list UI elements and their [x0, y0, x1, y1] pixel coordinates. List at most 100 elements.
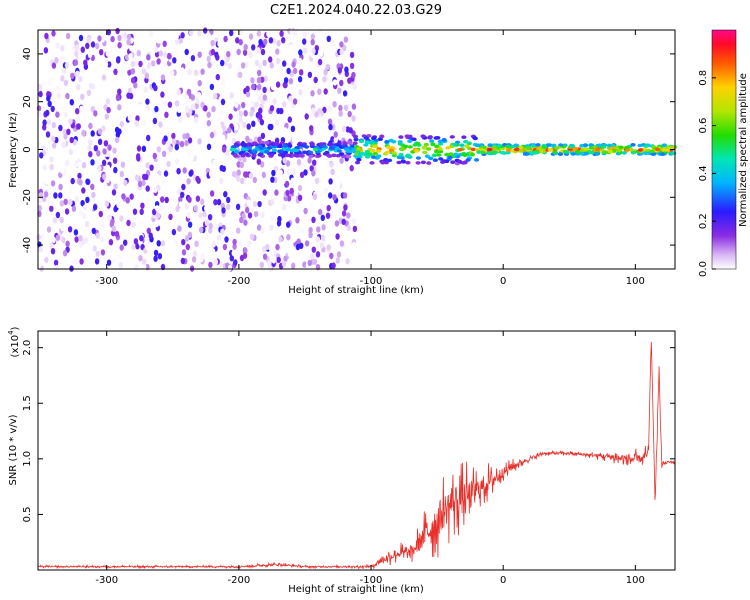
- spectrogram-cell: [190, 94, 195, 101]
- colorbar-gradient: [711, 29, 737, 270]
- spectrogram-cell: [307, 259, 312, 267]
- spectrogram-cell: [258, 194, 263, 202]
- spectrogram-cell: [103, 61, 109, 68]
- spectrogram-cell: [37, 197, 42, 204]
- spectrogram-cell: [289, 187, 294, 195]
- spectrogram-cell: [373, 144, 379, 148]
- colorbar-tick-label: 0.2: [698, 213, 709, 229]
- spectrogram-cell: [298, 49, 303, 56]
- spectrogram-cell: [328, 178, 333, 185]
- spectrogram-cell: [49, 205, 54, 212]
- spectrogram-cell: [70, 177, 75, 185]
- spectrogram-cell: [233, 259, 238, 266]
- spectrogram-cell: [320, 234, 326, 241]
- spectrogram-cell: [71, 205, 77, 212]
- spectrogram-cell: [398, 135, 404, 139]
- spectrogram-cell: [253, 253, 258, 260]
- spectrogram-cell: [331, 153, 337, 158]
- spectrogram-cell: [185, 132, 190, 140]
- spectrogram-cell: [290, 149, 296, 153]
- snr-multiplier-exponent: 4: [7, 330, 15, 335]
- spectrogram-cell: [251, 206, 257, 213]
- spectrogram-cell: [148, 30, 154, 38]
- spectrogram-cell: [304, 240, 310, 247]
- spectrogram-cell: [73, 59, 79, 66]
- spectrogram-cell: [131, 221, 136, 228]
- x-tick-label: 100: [626, 575, 645, 586]
- spectrogram-cell: [61, 236, 66, 244]
- spectrogram-cell: [282, 204, 287, 211]
- spectrogram-cell: [294, 146, 300, 150]
- spectrogram-cell: [175, 38, 180, 45]
- spectrogram-cell: [264, 149, 270, 154]
- spectrogram-cell: [308, 187, 314, 194]
- spectrogram-cell: [220, 228, 225, 235]
- spectrogram-cell: [49, 259, 54, 266]
- spectrogram-cell: [193, 116, 199, 124]
- spectrogram-cell: [51, 121, 56, 129]
- spectrogram-cell: [437, 139, 443, 144]
- spectrogram-cell: [372, 141, 378, 145]
- spectrogram-cell: [283, 127, 288, 134]
- spectrogram-cell: [552, 150, 558, 154]
- spectrogram-cell: [363, 143, 369, 147]
- spectrogram-cell: [397, 140, 403, 144]
- spectrogram-cell: [171, 228, 177, 236]
- spectrogram-cell: [46, 95, 51, 102]
- spectrogram-x-ticks: -300 -200 -100 0 100: [95, 30, 645, 287]
- spectrogram-cell: [59, 167, 65, 174]
- spectrogram-cell: [258, 113, 263, 121]
- spectrogram-cell: [161, 150, 167, 157]
- spectrogram-cell: [85, 106, 90, 113]
- spectrogram-cell: [438, 157, 444, 161]
- spectrogram-cell: [56, 92, 61, 100]
- spectrogram-cell: [40, 233, 45, 240]
- spectrogram-cell: [65, 159, 70, 167]
- spectrogram-cell: [307, 217, 312, 224]
- spectrogram-cell: [310, 39, 315, 46]
- spectrogram-cell: [338, 104, 343, 112]
- spectrogram-cell: [670, 151, 676, 155]
- spectrogram-cell: [302, 90, 308, 98]
- spectrogram-cell: [236, 175, 241, 183]
- spectrogram-cell: [195, 175, 200, 183]
- spectrogram-cell: [296, 238, 301, 245]
- spectrogram-cell: [595, 152, 601, 156]
- spectrogram-cell: [176, 168, 181, 175]
- spectrogram-cell: [53, 192, 58, 199]
- spectrogram-cell: [114, 136, 120, 144]
- spectrogram-cell: [252, 201, 258, 208]
- spectrogram-cell: [159, 204, 164, 211]
- spectrogram-cell: [209, 83, 215, 91]
- spectrogram-cell: [126, 39, 131, 46]
- spectrogram-cell: [51, 62, 57, 69]
- spectrogram-cell: [295, 40, 301, 47]
- spectrogram-cell: [437, 147, 443, 151]
- spectrogram-y-ticks: -40 -20 0 20 40: [22, 48, 675, 253]
- spectrogram-cell: [316, 226, 321, 233]
- spectrogram-cell: [649, 149, 655, 154]
- spectrogram-cell: [155, 173, 160, 181]
- spectrogram-cell: [78, 209, 84, 216]
- spectrogram-cell: [282, 60, 287, 67]
- spectrogram-cell: [339, 79, 344, 87]
- spectrogram-cell: [130, 68, 136, 75]
- spectrogram-cell: [505, 148, 512, 152]
- spectrogram-cell: [643, 144, 649, 148]
- spectrogram-cell: [76, 84, 81, 91]
- spectrogram-cell: [134, 60, 139, 67]
- spectrogram-cell: [50, 51, 55, 58]
- spectrogram-cell: [177, 174, 182, 181]
- spectrogram-cell: [321, 144, 327, 148]
- spectrogram-cell: [375, 149, 382, 153]
- spectrogram-cell: [232, 243, 237, 250]
- spectrogram-cell: [265, 243, 270, 251]
- spectrogram-cell: [55, 211, 61, 219]
- spectrogram-cell: [160, 240, 166, 247]
- spectrogram-cell: [276, 220, 282, 227]
- spectrogram-cell: [238, 71, 243, 79]
- spectrogram-cell: [279, 30, 284, 37]
- spectrogram-cell: [49, 77, 54, 84]
- spectrogram-cell: [113, 183, 118, 190]
